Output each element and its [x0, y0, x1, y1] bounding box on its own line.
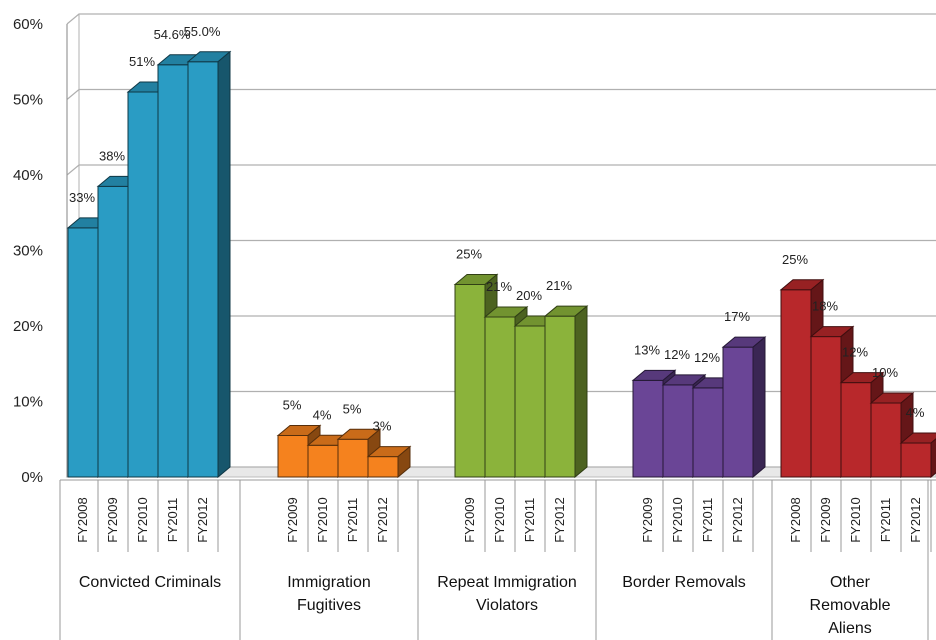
x-tick-label: FY2011: [522, 498, 537, 543]
bar: [543, 305, 589, 479]
bar-front: [780, 289, 812, 478]
x-tick-label: FY2011: [878, 498, 893, 543]
y-tick-label: 40%: [13, 167, 43, 184]
data-label: 12%: [694, 350, 720, 365]
bar-front: [187, 61, 219, 478]
bar-side: [930, 438, 936, 479]
bar-front: [277, 434, 309, 478]
data-label: 12%: [842, 345, 868, 360]
data-label: 10%: [872, 365, 898, 380]
data-label: 21%: [546, 278, 572, 293]
category-label: Convicted Criminals: [79, 574, 221, 591]
x-tick-label: FY2012: [908, 497, 923, 543]
category-label: Repeat Immigration: [437, 574, 577, 591]
x-tick-label: FY2012: [195, 497, 210, 543]
bar: [721, 336, 767, 479]
x-tick-label: FY2009: [640, 497, 655, 543]
category-label: Border Removals: [622, 574, 746, 591]
bar-front: [127, 91, 159, 478]
bar-front: [307, 444, 339, 478]
bar-front: [810, 336, 842, 478]
bar-front: [692, 387, 724, 478]
bar-front: [514, 325, 546, 478]
bar-front: [840, 382, 872, 478]
bar-front: [97, 185, 129, 478]
x-tick-label: FY2009: [105, 497, 120, 543]
bar: [869, 391, 915, 479]
bar: [899, 432, 936, 479]
data-label: 3%: [373, 419, 392, 434]
data-label: 51%: [129, 54, 155, 69]
category-label: Violators: [476, 597, 538, 614]
data-label: 33%: [69, 190, 95, 205]
bar-front: [157, 64, 189, 478]
data-label: 38%: [99, 148, 125, 163]
bar-front: [870, 402, 902, 478]
bar-front: [484, 316, 516, 478]
data-label: 25%: [456, 246, 482, 261]
x-tick-label: FY2010: [492, 497, 507, 543]
bars-layer: [66, 50, 936, 479]
category-label: Other: [830, 574, 871, 591]
bar-front: [662, 384, 694, 478]
bar-front: [67, 227, 99, 478]
x-tick-label: FY2012: [552, 497, 567, 543]
bar: [186, 50, 232, 479]
x-tick-label: FY2010: [848, 497, 863, 543]
data-label: 54.6%: [154, 27, 191, 42]
data-label: 4%: [906, 405, 925, 420]
x-tick-label: FY2009: [462, 497, 477, 543]
bar-front: [544, 315, 576, 478]
y-tick-label: 10%: [13, 394, 43, 411]
bar: [366, 445, 412, 479]
bar-front: [367, 456, 399, 478]
bar-front: [632, 379, 664, 478]
category-label: Aliens: [828, 620, 872, 637]
data-label: 20%: [516, 288, 542, 303]
x-tick-label: FY2011: [165, 498, 180, 543]
data-label: 12%: [664, 347, 690, 362]
x-tick-label: FY2009: [285, 497, 300, 543]
category-label: Immigration: [287, 574, 371, 591]
bar-side: [217, 50, 231, 479]
y-tick-label: 0%: [21, 469, 43, 486]
bar-top: [899, 432, 936, 444]
x-tick-label: FY2011: [700, 498, 715, 543]
data-label: 4%: [313, 407, 332, 422]
data-labels-layer: 33% 38% 51% 54.6%55.0% 5% 4% 5% 3% 25% 21% 20% 21% 1…: [69, 24, 925, 434]
x-tick-label: FY2008: [75, 497, 90, 543]
bar-side: [397, 445, 411, 479]
x-tick-label: FY2010: [670, 497, 685, 543]
data-label: 21%: [486, 279, 512, 294]
x-tick-label: FY2012: [375, 497, 390, 543]
data-label: 13%: [634, 342, 660, 357]
bar-front: [454, 283, 486, 478]
data-label: 18%: [812, 299, 838, 314]
x-tick-label: FY2009: [818, 497, 833, 543]
y-tick-label: 60%: [13, 16, 43, 33]
category-label: Fugitives: [297, 597, 361, 614]
x-tick-label: FY2010: [135, 497, 150, 543]
x-axis-table: FY2008 FY2009 FY2010 FY2011 FY2012 Convicted …: [59, 479, 936, 640]
data-label: 17%: [724, 309, 750, 324]
bar-front: [722, 346, 754, 478]
data-label: 55.0%: [184, 24, 221, 39]
bar-front: [900, 442, 932, 478]
data-label: 5%: [283, 397, 302, 412]
bar-side: [574, 305, 588, 479]
bar-side: [752, 336, 766, 479]
x-tick-label: FY2008: [788, 497, 803, 543]
data-label: 5%: [343, 401, 362, 416]
x-tick-label: FY2012: [730, 497, 745, 543]
bar-front: [337, 438, 369, 478]
x-tick-label: FY2011: [345, 498, 360, 543]
x-tick-label: FY2010: [315, 497, 330, 543]
data-label: 25%: [782, 252, 808, 267]
category-label: Removable: [810, 597, 891, 614]
y-axis: 0% 10% 20% 30% 40% 50% 60%: [13, 14, 80, 486]
y-tick-label: 20%: [13, 318, 43, 335]
y-tick-label: 30%: [13, 243, 43, 260]
y-tick-label: 50%: [13, 92, 43, 109]
